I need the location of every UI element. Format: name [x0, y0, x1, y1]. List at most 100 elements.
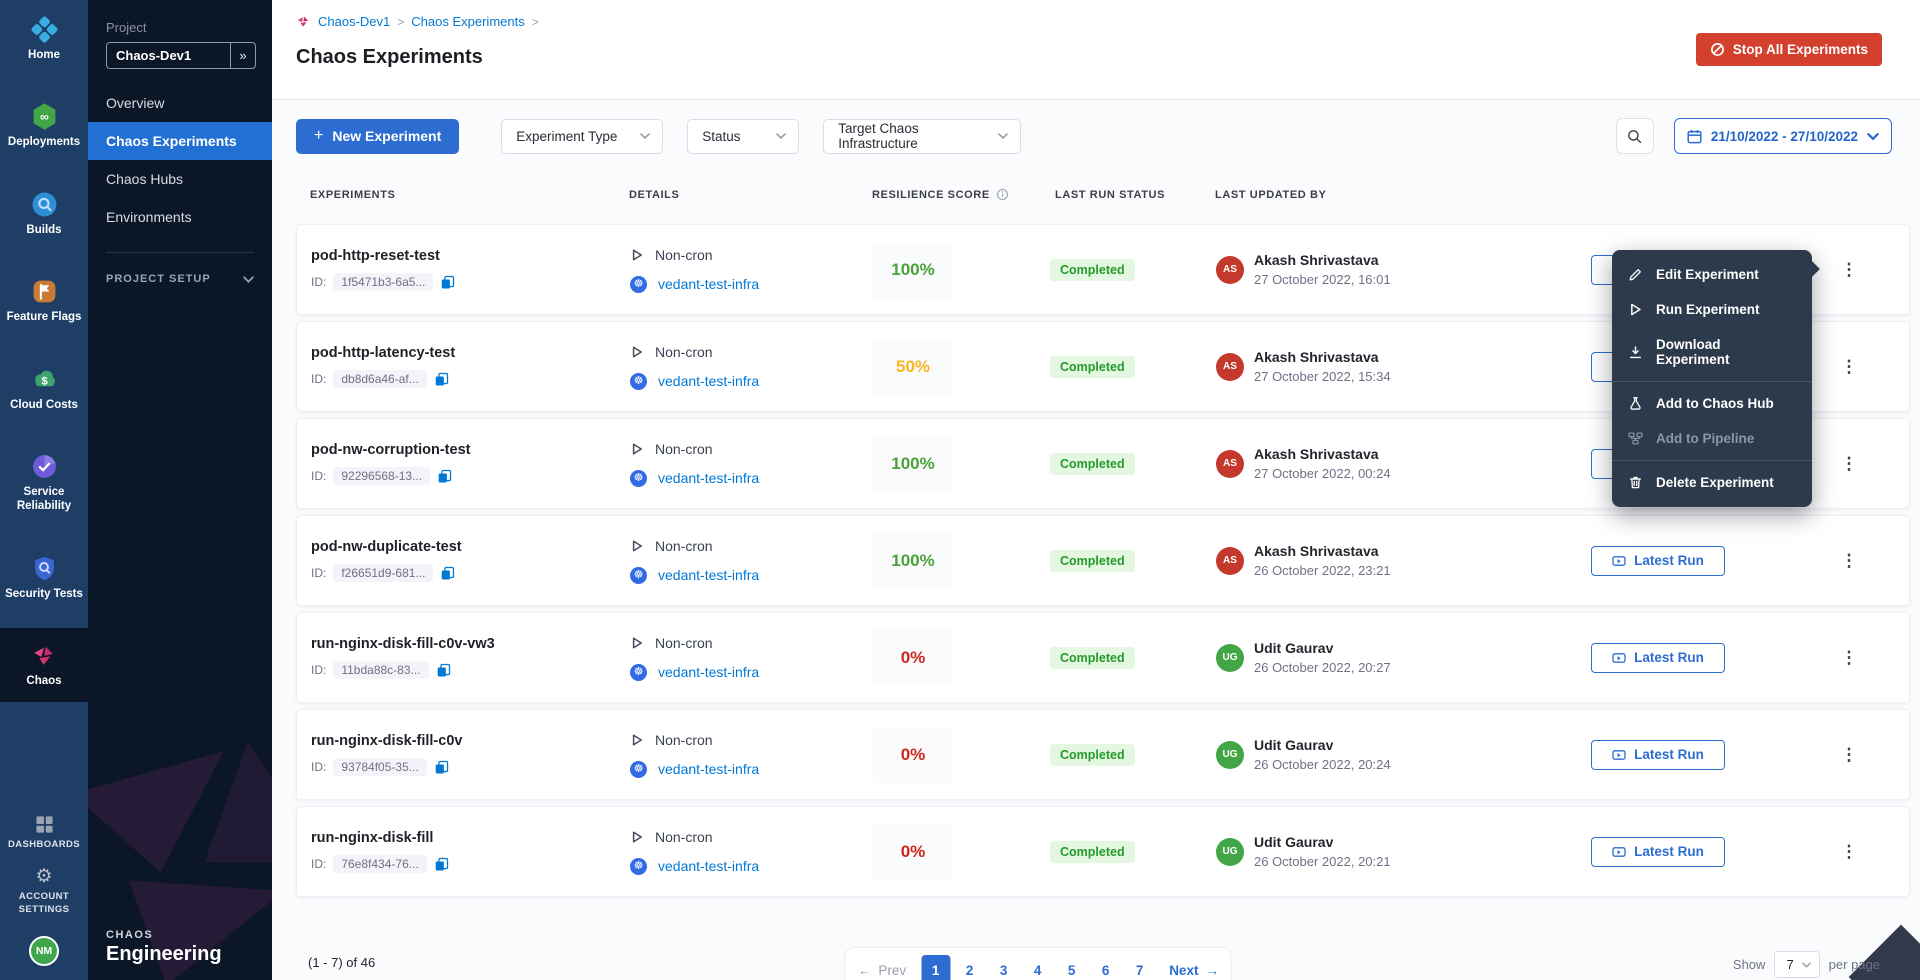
copy-icon[interactable]	[440, 566, 455, 581]
sidebar-item-chaos[interactable]: Chaos	[0, 628, 88, 702]
row-menu-kebab[interactable]: ⋮	[1833, 256, 1866, 284]
page-button-7[interactable]: 7	[1125, 955, 1154, 980]
resilience-score: 0%	[873, 824, 953, 880]
infrastructure-link[interactable]: vedant-test-infra	[658, 276, 759, 292]
infrastructure-link[interactable]: vedant-test-infra	[658, 567, 759, 583]
row-menu-kebab[interactable]: ⋮	[1833, 741, 1866, 769]
user-avatar[interactable]: NM	[29, 936, 59, 966]
home-icon	[31, 16, 58, 43]
date-range-picker[interactable]: 21/10/2022 - 27/10/2022	[1674, 118, 1892, 154]
collapse-nav-icon[interactable]: »	[230, 43, 255, 68]
table-row[interactable]: pod-nw-duplicate-test ID: f26651d9-681..…	[296, 515, 1910, 606]
experiment-name: run-nginx-disk-fill-c0v-vw3	[311, 636, 630, 652]
avatar: AS	[1216, 256, 1244, 284]
experiment-name: pod-http-reset-test	[311, 248, 630, 264]
sidebar-item-builds[interactable]: Builds	[0, 177, 88, 251]
next-page-button[interactable]: Next →	[1169, 963, 1219, 978]
new-experiment-button[interactable]: + New Experiment	[296, 119, 459, 154]
infrastructure-link[interactable]: vedant-test-infra	[658, 761, 759, 777]
target-infrastructure-filter[interactable]: Target Chaos Infrastructure	[823, 119, 1021, 154]
menu-item-delete-experiment[interactable]: Delete Experiment	[1612, 465, 1812, 500]
project-setup-toggle[interactable]: PROJECT SETUP	[88, 253, 272, 285]
sidebar-item-home[interactable]: Home	[0, 2, 88, 76]
project-nav: Project Chaos-Dev1 » Overview Chaos Expe…	[88, 0, 272, 980]
experiment-name: run-nginx-disk-fill	[311, 830, 630, 846]
copy-icon[interactable]	[440, 275, 455, 290]
row-menu-kebab[interactable]: ⋮	[1833, 644, 1866, 672]
page-button-6[interactable]: 6	[1091, 955, 1120, 980]
table-row[interactable]: run-nginx-disk-fill-c0v-vw3 ID: 11bda88c…	[296, 612, 1910, 703]
sidebar-item-service-reliability[interactable]: Service Reliability	[0, 439, 88, 528]
chevron-down-icon	[1867, 133, 1879, 140]
table-row[interactable]: run-nginx-disk-fill-c0v ID: 93784f05-35.…	[296, 709, 1910, 800]
nav-item-overview[interactable]: Overview	[88, 84, 272, 122]
search-button[interactable]	[1616, 118, 1654, 154]
latest-run-button[interactable]: Latest Run	[1591, 740, 1725, 770]
latest-run-icon	[1612, 554, 1626, 568]
row-menu-kebab[interactable]: ⋮	[1833, 353, 1866, 381]
nav-item-environments[interactable]: Environments	[88, 198, 272, 236]
deployments-icon: ∞	[31, 103, 58, 130]
nav-item-chaos-experiments[interactable]: Chaos Experiments	[88, 122, 272, 160]
sidebar-item-dashboards[interactable]: DASHBOARDS	[6, 806, 82, 859]
breadcrumb-link-project[interactable]: Chaos-Dev1	[318, 14, 390, 29]
menu-item-run-experiment[interactable]: Run Experiment	[1612, 292, 1812, 327]
copy-icon[interactable]	[434, 857, 449, 872]
page-button-3[interactable]: 3	[989, 955, 1018, 980]
menu-item-download-experiment[interactable]: Download Experiment	[1612, 327, 1812, 377]
nav-item-chaos-hubs[interactable]: Chaos Hubs	[88, 160, 272, 198]
table-row[interactable]: run-nginx-disk-fill ID: 76e8f434-76... N…	[296, 806, 1910, 897]
sidebar-item-deployments[interactable]: ∞ Deployments	[0, 89, 88, 163]
chevron-down-icon	[243, 276, 254, 283]
status-badge: Completed	[1050, 259, 1135, 281]
avatar: UG	[1216, 741, 1244, 769]
page-button-1[interactable]: 1	[921, 955, 950, 980]
sidebar-item-cloud-costs[interactable]: $ Cloud Costs	[0, 352, 88, 426]
copy-icon[interactable]	[437, 469, 452, 484]
page-size-select[interactable]: 7	[1774, 951, 1819, 978]
page-button-4[interactable]: 4	[1023, 955, 1052, 980]
arrow-left-icon: ←	[858, 963, 872, 978]
latest-run-button[interactable]: Latest Run	[1591, 837, 1725, 867]
resilience-score: 0%	[873, 630, 953, 686]
page-button-5[interactable]: 5	[1057, 955, 1086, 980]
prev-page-button[interactable]: ← Prev	[858, 963, 906, 978]
menu-item-edit-experiment[interactable]: Edit Experiment	[1612, 257, 1812, 292]
copy-icon[interactable]	[436, 663, 451, 678]
kubernetes-icon: ☸	[630, 664, 647, 681]
row-menu-kebab[interactable]: ⋮	[1833, 547, 1866, 575]
breadcrumb-link-page[interactable]: Chaos Experiments	[411, 14, 524, 29]
infrastructure-link[interactable]: vedant-test-infra	[658, 664, 759, 680]
chaos-hub-icon	[1628, 396, 1643, 411]
row-menu-kebab[interactable]: ⋮	[1833, 838, 1866, 866]
sidebar-item-account-settings[interactable]: ⚙ ACCOUNT SETTINGS	[10, 859, 78, 924]
svg-text:$: $	[41, 375, 48, 387]
page-button-2[interactable]: 2	[955, 955, 984, 980]
experiment-name: pod-nw-corruption-test	[311, 442, 630, 458]
resilience-score: 100%	[873, 436, 953, 492]
copy-icon[interactable]	[434, 760, 449, 775]
latest-run-label: Latest Run	[1634, 553, 1704, 568]
module-sidebar: Home ∞ Deployments Builds Feature Flags …	[0, 0, 88, 980]
status-filter[interactable]: Status	[687, 119, 799, 154]
sidebar-bottom-group: DASHBOARDS ⚙ ACCOUNT SETTINGS NM	[0, 806, 88, 980]
sidebar-item-feature-flags[interactable]: Feature Flags	[0, 264, 88, 338]
experiment-type-filter[interactable]: Experiment Type	[501, 119, 663, 154]
prohibit-icon	[1710, 42, 1725, 57]
stop-all-experiments-button[interactable]: Stop All Experiments	[1696, 33, 1882, 66]
project-selector[interactable]: Chaos-Dev1 »	[106, 42, 256, 69]
experiment-type: Non-cron	[655, 344, 713, 360]
info-icon[interactable]	[996, 188, 1009, 201]
latest-run-button[interactable]: Latest Run	[1591, 546, 1725, 576]
latest-run-button[interactable]: Latest Run	[1591, 643, 1725, 673]
infrastructure-link[interactable]: vedant-test-infra	[658, 858, 759, 874]
copy-icon[interactable]	[434, 372, 449, 387]
infrastructure-link[interactable]: vedant-test-infra	[658, 470, 759, 486]
latest-run-label: Latest Run	[1634, 650, 1704, 665]
avatar: UG	[1216, 644, 1244, 672]
infrastructure-link[interactable]: vedant-test-infra	[658, 373, 759, 389]
updated-timestamp: 26 October 2022, 20:27	[1254, 660, 1391, 675]
menu-item-add-to-chaos-hub[interactable]: Add to Chaos Hub	[1612, 386, 1812, 421]
sidebar-item-security-tests[interactable]: Security Tests	[0, 541, 88, 615]
row-menu-kebab[interactable]: ⋮	[1833, 450, 1866, 478]
